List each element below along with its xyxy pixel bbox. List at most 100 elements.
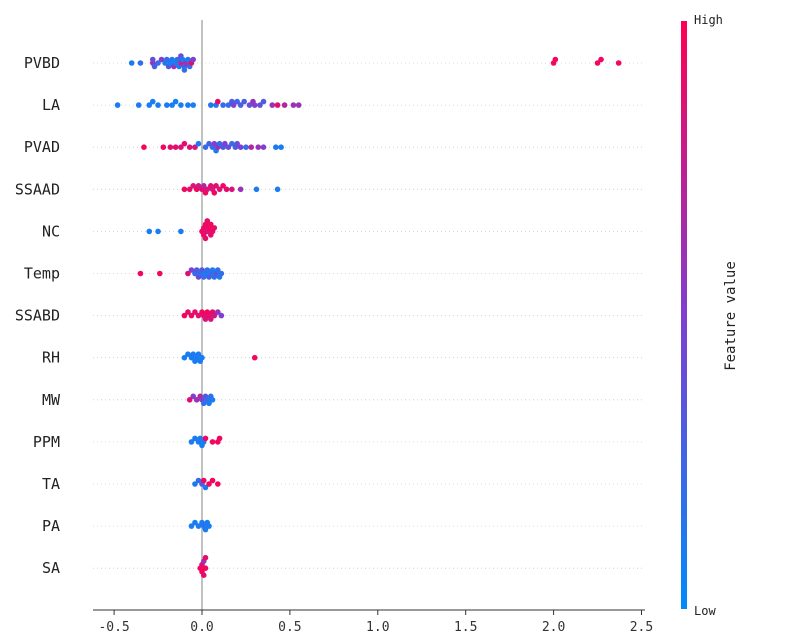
shap-point xyxy=(190,56,197,63)
shap-point xyxy=(174,56,181,63)
shap-point xyxy=(598,56,604,63)
shap-point xyxy=(169,56,175,63)
shap-point xyxy=(274,102,281,108)
shap-point xyxy=(202,235,209,242)
shap-point xyxy=(237,144,244,150)
feature-label: TA xyxy=(42,475,60,493)
shap-point xyxy=(149,98,156,105)
feature-label: SA xyxy=(42,559,60,577)
shap-point xyxy=(195,523,202,529)
shap-point xyxy=(181,67,188,73)
x-tick-label: 1.0 xyxy=(366,620,389,635)
feature-label: MW xyxy=(42,391,61,409)
shap-point xyxy=(215,481,221,487)
shap-point xyxy=(206,481,212,487)
shap-point xyxy=(281,102,288,108)
shap-point xyxy=(255,144,262,150)
shap-point xyxy=(190,393,197,400)
colorbar-high-label: High xyxy=(694,13,723,27)
shap-point xyxy=(220,183,226,189)
shap-point xyxy=(222,140,228,147)
shap-point xyxy=(225,102,232,108)
shap-point xyxy=(141,144,147,150)
shap-point xyxy=(195,140,202,147)
shap-point xyxy=(181,186,188,193)
shap-point xyxy=(211,190,218,196)
shap-point xyxy=(181,354,188,361)
colorbar: High Low Feature value xyxy=(681,13,739,618)
shap-point xyxy=(243,144,249,150)
shap-point xyxy=(202,565,209,571)
feature-label: LA xyxy=(42,96,60,114)
shap-point xyxy=(204,267,211,273)
shap-point xyxy=(186,186,193,193)
shap-point xyxy=(207,316,214,322)
shap-point xyxy=(185,351,191,358)
shap-point xyxy=(237,186,244,193)
shap-point xyxy=(229,140,235,147)
shap-point xyxy=(273,144,279,150)
shap-point xyxy=(202,144,209,150)
shap-point xyxy=(155,228,161,235)
shap-point xyxy=(199,267,205,273)
shap-point xyxy=(195,183,202,189)
feature-labels: PVBD LA PVAD SSAAD NC Temp SSABD RH MW PPM TA PA SA xyxy=(15,54,61,577)
x-tick-label: 2.0 xyxy=(542,620,565,635)
shap-point xyxy=(207,221,214,228)
shap-point xyxy=(206,523,212,529)
shap-point xyxy=(206,400,212,407)
shap-point xyxy=(155,60,161,66)
shap-point xyxy=(164,102,170,108)
shap-point xyxy=(234,140,240,147)
x-tick-label: 1.5 xyxy=(454,620,477,635)
shap-point xyxy=(251,102,258,108)
shap-point xyxy=(197,435,204,442)
shap-point xyxy=(200,400,207,407)
shap-point xyxy=(211,225,218,231)
row-guides xyxy=(93,62,645,569)
shap-point xyxy=(209,477,216,484)
shap-point xyxy=(218,270,225,277)
shap-point xyxy=(178,228,184,235)
feature-label: NC xyxy=(42,222,60,240)
shap-point xyxy=(211,140,218,147)
shap-point xyxy=(146,102,153,108)
shap-point xyxy=(615,60,622,66)
shap-point xyxy=(295,102,302,108)
x-tick-label: 0.0 xyxy=(190,620,213,635)
shap-point xyxy=(209,267,216,273)
shap-point xyxy=(157,270,163,277)
shap-point xyxy=(181,140,188,147)
shap-point xyxy=(257,102,263,108)
shap-point xyxy=(216,435,223,442)
shap-point xyxy=(230,102,237,108)
shap-point xyxy=(199,354,205,361)
shap-point xyxy=(251,354,258,361)
shap-point xyxy=(186,144,193,150)
shap-point xyxy=(137,270,144,277)
shap-point xyxy=(169,102,175,108)
shap-point xyxy=(211,312,218,319)
shap-point xyxy=(202,435,209,442)
shap-point xyxy=(215,98,221,105)
feature-label: PA xyxy=(42,517,60,535)
shap-point xyxy=(200,477,207,484)
shap-point xyxy=(155,102,161,108)
feature-label: PPM xyxy=(33,433,60,451)
shap-point xyxy=(114,102,121,108)
shap-point xyxy=(149,56,156,63)
shap-point xyxy=(223,186,230,193)
shap-point xyxy=(146,228,153,235)
shap-point xyxy=(215,267,221,273)
shap-point xyxy=(202,554,209,561)
shap-point xyxy=(185,56,191,63)
shap-point xyxy=(260,144,267,150)
shap-point xyxy=(193,267,200,273)
shap-point xyxy=(178,102,184,108)
shap-point xyxy=(229,186,235,193)
shap-point xyxy=(274,186,281,193)
shap-point xyxy=(216,186,223,193)
shap-point xyxy=(178,144,184,150)
shap-point xyxy=(190,183,197,189)
